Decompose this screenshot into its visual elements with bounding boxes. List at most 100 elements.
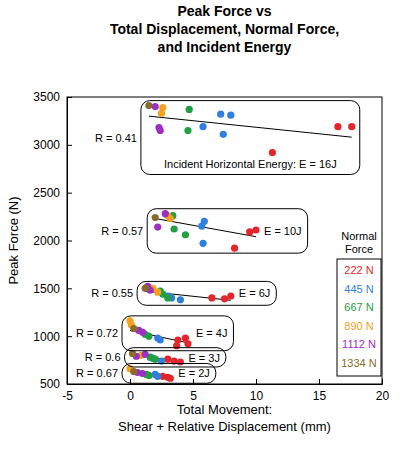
y-axis: 500 1000 1500 2000 2500 3000 3500 [33, 90, 72, 391]
series-points [142, 106, 193, 379]
data-point [227, 112, 234, 119]
legend-entry: 667 N [344, 301, 373, 313]
y-tick-label: 1500 [33, 282, 60, 296]
series-points [149, 111, 234, 380]
energy-label: E = 2J [178, 367, 210, 379]
energy-label: E = 3J [188, 352, 220, 364]
series-points [133, 103, 169, 377]
x-tick: 20 [376, 379, 390, 403]
energy-label: Incident Horizontal Energy: E = 16J [164, 158, 337, 170]
data-point [227, 292, 234, 299]
data-point [145, 102, 152, 109]
y-tick: 2000 [33, 234, 72, 248]
y-tick-label: 3500 [33, 90, 60, 104]
data-point [139, 329, 146, 336]
plot-frame [67, 97, 382, 384]
trend-line [149, 116, 352, 137]
data-point [154, 373, 161, 380]
y-axis-line [68, 98, 73, 385]
data-point [154, 289, 161, 296]
group-box [122, 363, 216, 383]
chart-svg: Peak Force vsTotal Displacement, Normal … [0, 0, 400, 449]
data-point [208, 294, 215, 301]
data-point [252, 226, 259, 233]
y-tick-mark [67, 241, 72, 242]
legend-entry: 890 N [344, 320, 373, 332]
y-tick-label: 2500 [33, 186, 60, 200]
data-point [171, 225, 178, 232]
x-tick-label: 0 [127, 389, 134, 403]
legend-entry: 1112 N [342, 338, 376, 350]
x-axis-label: Total Movement: [177, 402, 272, 417]
data-point [152, 214, 159, 221]
data-point [162, 210, 169, 217]
data-point [142, 351, 149, 358]
legend-entry: 1334 N [341, 357, 377, 369]
series-points [126, 104, 174, 372]
data-point [173, 342, 180, 349]
data-point [231, 245, 238, 252]
data-point [145, 333, 152, 340]
data-point [167, 375, 174, 382]
data-point [199, 240, 206, 247]
data-point [221, 295, 228, 302]
x-tick-label: 20 [376, 389, 390, 403]
y-tick-label: 2000 [33, 234, 60, 248]
y-tick-label: 3000 [33, 138, 60, 152]
r-label: R = 0.6 [85, 351, 121, 363]
energy-label: E = 4J [196, 327, 228, 339]
annotations: E = 2JR = 0.67E = 3JR = 0.6E = 4JR = 0.7… [76, 101, 360, 384]
x-axis-label: Shear + Relative Displacement (mm) [118, 419, 331, 434]
y-tick: 3500 [33, 90, 72, 104]
data-point [154, 224, 161, 231]
x-tick-mark [256, 379, 257, 384]
chart-title: Total Displacement, Normal Force, [110, 21, 339, 37]
x-tick-label: 15 [313, 389, 327, 403]
y-tick: 1500 [33, 282, 72, 296]
data-point [145, 372, 152, 379]
r-label: R = 0.57 [101, 225, 143, 237]
group-box [141, 101, 360, 175]
data-point [269, 149, 276, 156]
legend-box [337, 259, 381, 376]
y-tick-mark [67, 97, 72, 98]
data-point [182, 231, 189, 238]
data-point [334, 123, 341, 130]
x-tick-label: 5 [190, 389, 197, 403]
y-tick-label: 500 [40, 377, 60, 391]
data-point [157, 336, 164, 343]
legend-title: Force [345, 243, 373, 255]
data-point [217, 111, 224, 118]
data-point [199, 123, 206, 130]
plot-area [126, 102, 355, 382]
data-point [152, 103, 159, 110]
x-axis-line [68, 379, 383, 385]
r-label: R = 0.41 [95, 132, 137, 144]
x-tick-mark [382, 379, 383, 384]
legend-title: Normal [341, 230, 376, 242]
x-axis: -505101520 [62, 379, 389, 403]
y-tick: 3000 [33, 138, 72, 152]
data-point [220, 131, 227, 138]
y-tick: 1000 [33, 330, 72, 344]
legend-entry: 222 N [344, 264, 373, 276]
data-point [186, 106, 193, 113]
x-tick-mark [319, 379, 320, 384]
group-box [137, 281, 276, 305]
x-tick: 10 [250, 379, 264, 403]
group-box [122, 316, 233, 351]
r-label: R = 0.72 [76, 327, 118, 339]
chart-container: Peak Force vsTotal Displacement, Normal … [0, 0, 400, 449]
energy-label: E = 6J [239, 287, 270, 299]
x-tick: 15 [313, 379, 327, 403]
data-point [152, 356, 159, 363]
data-point [157, 127, 164, 134]
data-point [177, 296, 184, 303]
data-point [130, 325, 137, 332]
series-points [159, 123, 355, 382]
legend-entry: 445 N [344, 283, 373, 295]
data-point [184, 340, 191, 347]
data-point [139, 370, 146, 377]
y-tick: 2500 [33, 186, 72, 200]
data-point [246, 228, 253, 235]
